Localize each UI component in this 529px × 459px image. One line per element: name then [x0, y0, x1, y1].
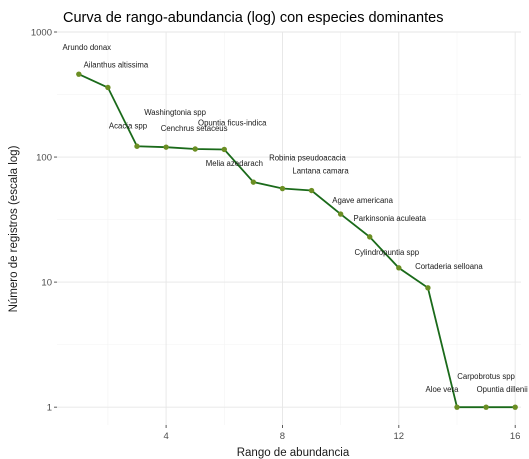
x-tick-label: 12 — [394, 431, 405, 442]
y-tick-label: 10 — [41, 277, 52, 288]
x-tick-label: 4 — [163, 431, 168, 442]
data-point — [512, 404, 518, 410]
data-point — [250, 179, 257, 185]
data-point — [279, 185, 286, 192]
point-label: Parkinsonia aculeata — [354, 214, 427, 223]
data-point — [396, 265, 402, 271]
point-label: Carpobrotus spp — [457, 372, 515, 381]
data-point — [367, 234, 373, 240]
point-label: Opuntia dillenii — [477, 385, 528, 394]
plot-area — [57, 32, 521, 425]
data-point — [163, 144, 169, 150]
point-labels: Arundo donax Ailanthus altissima Acacia sp… — [63, 43, 528, 394]
series-line — [78, 73, 516, 409]
x-axis-title: Rango de abundancia — [237, 447, 350, 459]
point-label: Lantana camara — [292, 167, 349, 176]
point-label: Arundo donax — [63, 43, 112, 52]
data-point — [192, 146, 198, 152]
y-axis-title: Número de registros (escala log) — [8, 145, 20, 312]
y-tick-label: 100 — [36, 152, 52, 163]
point-label: Cylindropuntia spp — [355, 248, 420, 257]
x-tick-label: 16 — [510, 431, 521, 442]
data-point — [76, 71, 82, 77]
data-point — [221, 146, 227, 153]
data-point — [134, 143, 140, 149]
point-label: Melia azedarach — [206, 159, 263, 168]
y-tick-label: 1000 — [31, 27, 52, 38]
point-label: Opuntia ficus-indica — [198, 118, 267, 127]
point-label: Cortaderia selloana — [415, 262, 483, 271]
point-label: Cenchrus setaceus — [161, 124, 228, 133]
data-point — [105, 84, 111, 91]
point-label: Agave americana — [332, 196, 393, 205]
point-label: Robinia pseudoacacia — [269, 154, 346, 163]
x-tick-label: 8 — [280, 431, 285, 442]
data-point — [337, 211, 344, 217]
data-point — [425, 285, 431, 291]
point-label: Aloe vera — [426, 385, 460, 394]
series-layer — [76, 71, 518, 410]
plot-grid — [57, 31, 521, 425]
chart-title: Curva de rango-abundancia (log) con espe… — [63, 10, 443, 26]
x-axis-ticks: 4 8 12 16 — [163, 425, 520, 442]
y-axis-ticks: 1 10 100 1000 — [31, 27, 57, 413]
y-tick-label: 1 — [47, 402, 52, 413]
point-label: Washingtonia spp — [144, 108, 206, 117]
point-label: Ailanthus altissima — [84, 60, 149, 69]
point-label: Acacia spp — [109, 121, 148, 130]
data-point — [308, 187, 315, 194]
data-point — [483, 404, 489, 410]
data-point — [454, 404, 460, 410]
